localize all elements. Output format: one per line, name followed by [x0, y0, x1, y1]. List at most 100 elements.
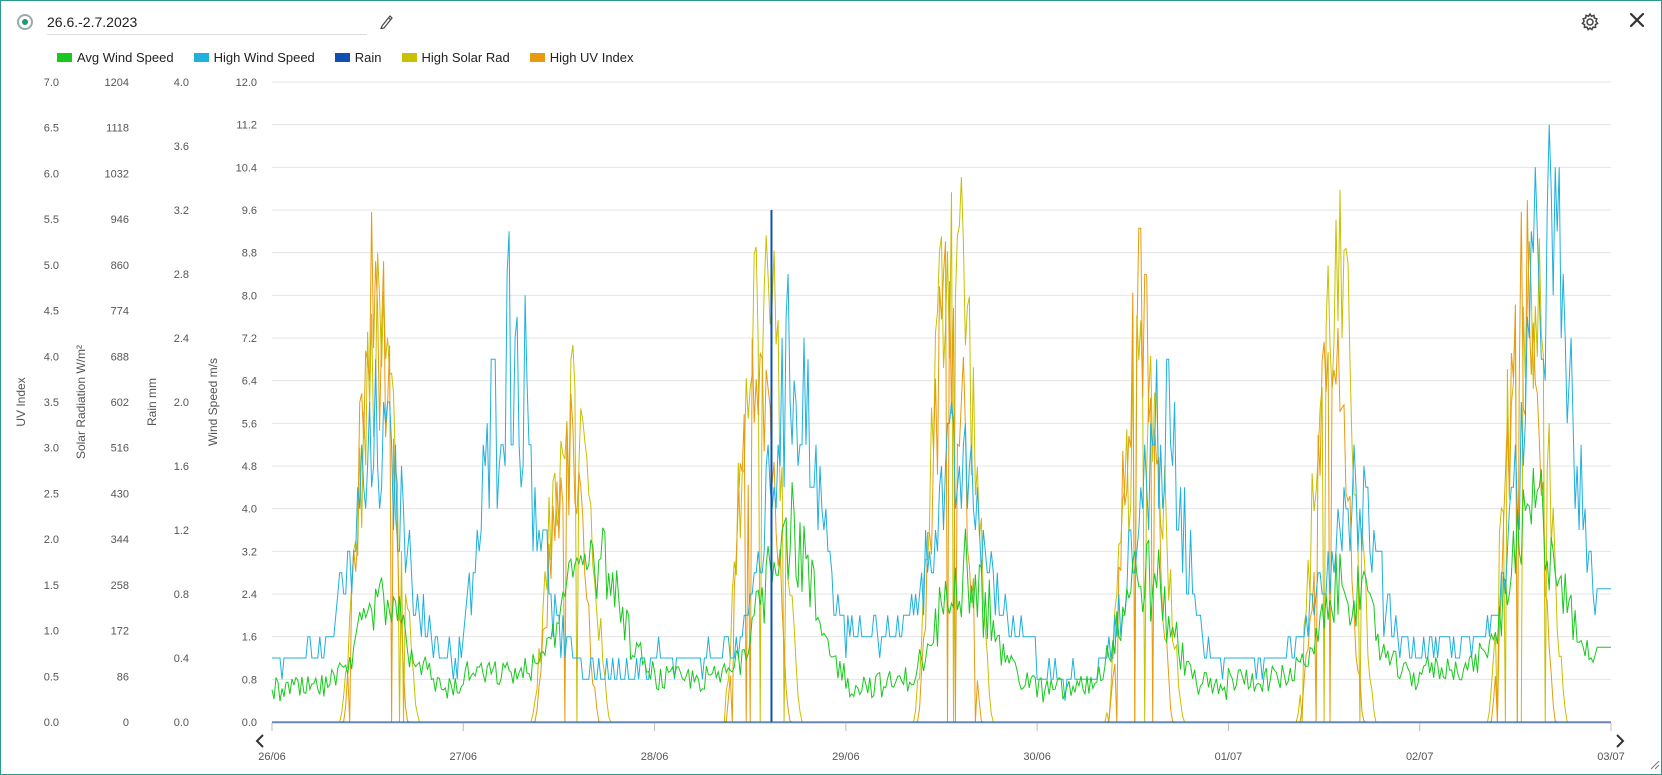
legend-swatch	[334, 52, 350, 62]
legend-item-rain[interactable]: Rain	[334, 48, 382, 66]
y-tick-label: 946	[111, 214, 129, 226]
y-tick-label: 1204	[105, 77, 129, 89]
series-line	[272, 124, 1611, 701]
y-tick-label: 11.2	[236, 120, 257, 132]
pencil-icon[interactable]	[379, 13, 393, 29]
chevron-left-icon[interactable]	[255, 734, 264, 748]
legend: Avg Wind Speed High Wind Speed Rain High…	[57, 48, 634, 66]
x-tick-label: 03/07	[1597, 751, 1625, 763]
y-tick-label: 430	[111, 488, 129, 500]
x-tick-label: 29/06	[832, 751, 860, 763]
y-tick-label: 0.0	[44, 717, 59, 729]
y-tick-label: 3.2	[242, 546, 257, 558]
legend-label: High Wind Speed	[213, 49, 315, 65]
y-tick-label: 0.5	[44, 671, 59, 683]
series-line	[271, 467, 1611, 703]
y-tick-label: 5.6	[242, 418, 257, 430]
y-tick-label: 7.2	[242, 333, 257, 345]
gear-icon[interactable]	[1580, 12, 1600, 32]
y-tick-label: 2.4	[242, 589, 257, 601]
y-tick-label: 86	[117, 671, 129, 683]
legend-item-solar[interactable]: High Solar Rad	[401, 48, 510, 66]
y-tick-label: 0.0	[242, 717, 257, 729]
y-tick-label: 3.6	[174, 141, 189, 153]
y-tick-label: 172	[111, 626, 129, 638]
y-tick-label: 4.0	[242, 504, 257, 516]
legend-label: Avg Wind Speed	[77, 49, 174, 65]
y-tick-label: 1.6	[242, 632, 257, 644]
y-tick-label: 602	[111, 397, 129, 409]
y-tick-label: 4.5	[44, 306, 59, 318]
y-axis-title: Solar Radiation W/m²	[74, 345, 88, 459]
legend-swatch	[193, 52, 209, 62]
y-tick-label: 2.0	[174, 397, 189, 409]
legend-item-avg-wind[interactable]: Avg Wind Speed	[57, 48, 174, 66]
y-tick-label: 6.4	[242, 376, 257, 388]
y-tick-label: 2.0	[44, 534, 59, 546]
y-tick-label: 4.0	[44, 351, 59, 363]
close-icon[interactable]	[1629, 12, 1645, 28]
gridlines	[272, 81, 1611, 723]
y-tick-label: 0.0	[174, 717, 189, 729]
x-axis: 26/06 27/06 28/06 29/06 30/06 01/07 02/07 03/07	[258, 722, 1625, 763]
legend-swatch	[401, 52, 417, 62]
series-line	[272, 200, 1611, 723]
y-tick-label: 8.0	[242, 290, 257, 302]
y-tick-label: 5.5	[44, 214, 59, 226]
y-tick-label: 1.6	[174, 461, 189, 473]
y-tick-label: 1.2	[174, 525, 189, 537]
y-axis-title: Rain mm	[145, 378, 159, 426]
y-tick-label: 10.4	[236, 162, 257, 174]
y-tick-label: 774	[111, 306, 129, 318]
legend-swatch	[529, 52, 545, 62]
legend-label: Rain	[354, 49, 382, 65]
legend-item-uv[interactable]: High UV Index	[529, 48, 634, 66]
y-tick-label: 688	[111, 351, 129, 363]
date-range-title: 26.6.-2.7.2023	[47, 14, 367, 35]
resize-handle-icon[interactable]	[1650, 760, 1660, 770]
x-tick-label: 28/06	[641, 751, 669, 763]
x-tick-label: 27/06	[450, 751, 478, 763]
y-tick-label: 0	[123, 717, 129, 729]
x-tick-label: 26/06	[258, 751, 286, 763]
y-tick-label: 2.4	[174, 333, 189, 345]
y-tick-label: 1032	[105, 168, 129, 180]
header: 26.6.-2.7.2023	[17, 9, 397, 37]
legend-label: High Solar Rad	[421, 49, 510, 65]
y-tick-label: 2.8	[174, 269, 189, 281]
y-tick-label: 6.0	[44, 168, 59, 180]
y-tick-label: 0.4	[174, 653, 189, 665]
y-tick-label: 1.0	[44, 626, 59, 638]
x-tick-label: 30/06	[1023, 751, 1051, 763]
y-tick-label: 0.8	[174, 589, 189, 601]
y-tick-label: 8.8	[242, 248, 257, 260]
series-line	[272, 177, 1611, 723]
y-tick-label: 3.2	[174, 205, 189, 217]
radio-selected-icon[interactable]	[17, 14, 33, 30]
y-tick-label: 2.5	[44, 488, 59, 500]
y-tick-label: 6.5	[44, 123, 59, 135]
y-tick-label: 344	[111, 534, 129, 546]
x-tick-label: 02/07	[1406, 751, 1434, 763]
y-tick-label: 1.5	[44, 580, 59, 592]
legend-item-high-wind[interactable]: High Wind Speed	[193, 48, 315, 66]
y-tick-label: 3.0	[44, 443, 59, 455]
y-tick-label: 1118	[106, 123, 129, 135]
y-tick-label: 4.0	[174, 77, 189, 89]
legend-label: High UV Index	[549, 49, 634, 65]
y-tick-label: 4.8	[242, 461, 257, 473]
y-tick-label: 5.0	[44, 260, 59, 272]
y-axis-title: Wind Speed m/s	[206, 358, 220, 446]
y-tick-label: 12.0	[236, 77, 257, 89]
y-tick-label: 9.6	[242, 205, 257, 217]
y-tick-label: 7.0	[44, 77, 59, 89]
y-axes: 0.0 0.5 1.0 1.5 2.0 2.5 3.0 3.5 4.0 4.5 5.0 5.5 6.0 6…	[14, 77, 257, 729]
chevron-right-icon[interactable]	[1616, 734, 1625, 748]
y-tick-label: 516	[111, 443, 129, 455]
legend-swatch	[57, 52, 72, 62]
y-tick-label: 860	[111, 260, 129, 272]
y-tick-label: 3.5	[44, 397, 59, 409]
y-axis-title: UV Index	[14, 377, 28, 426]
